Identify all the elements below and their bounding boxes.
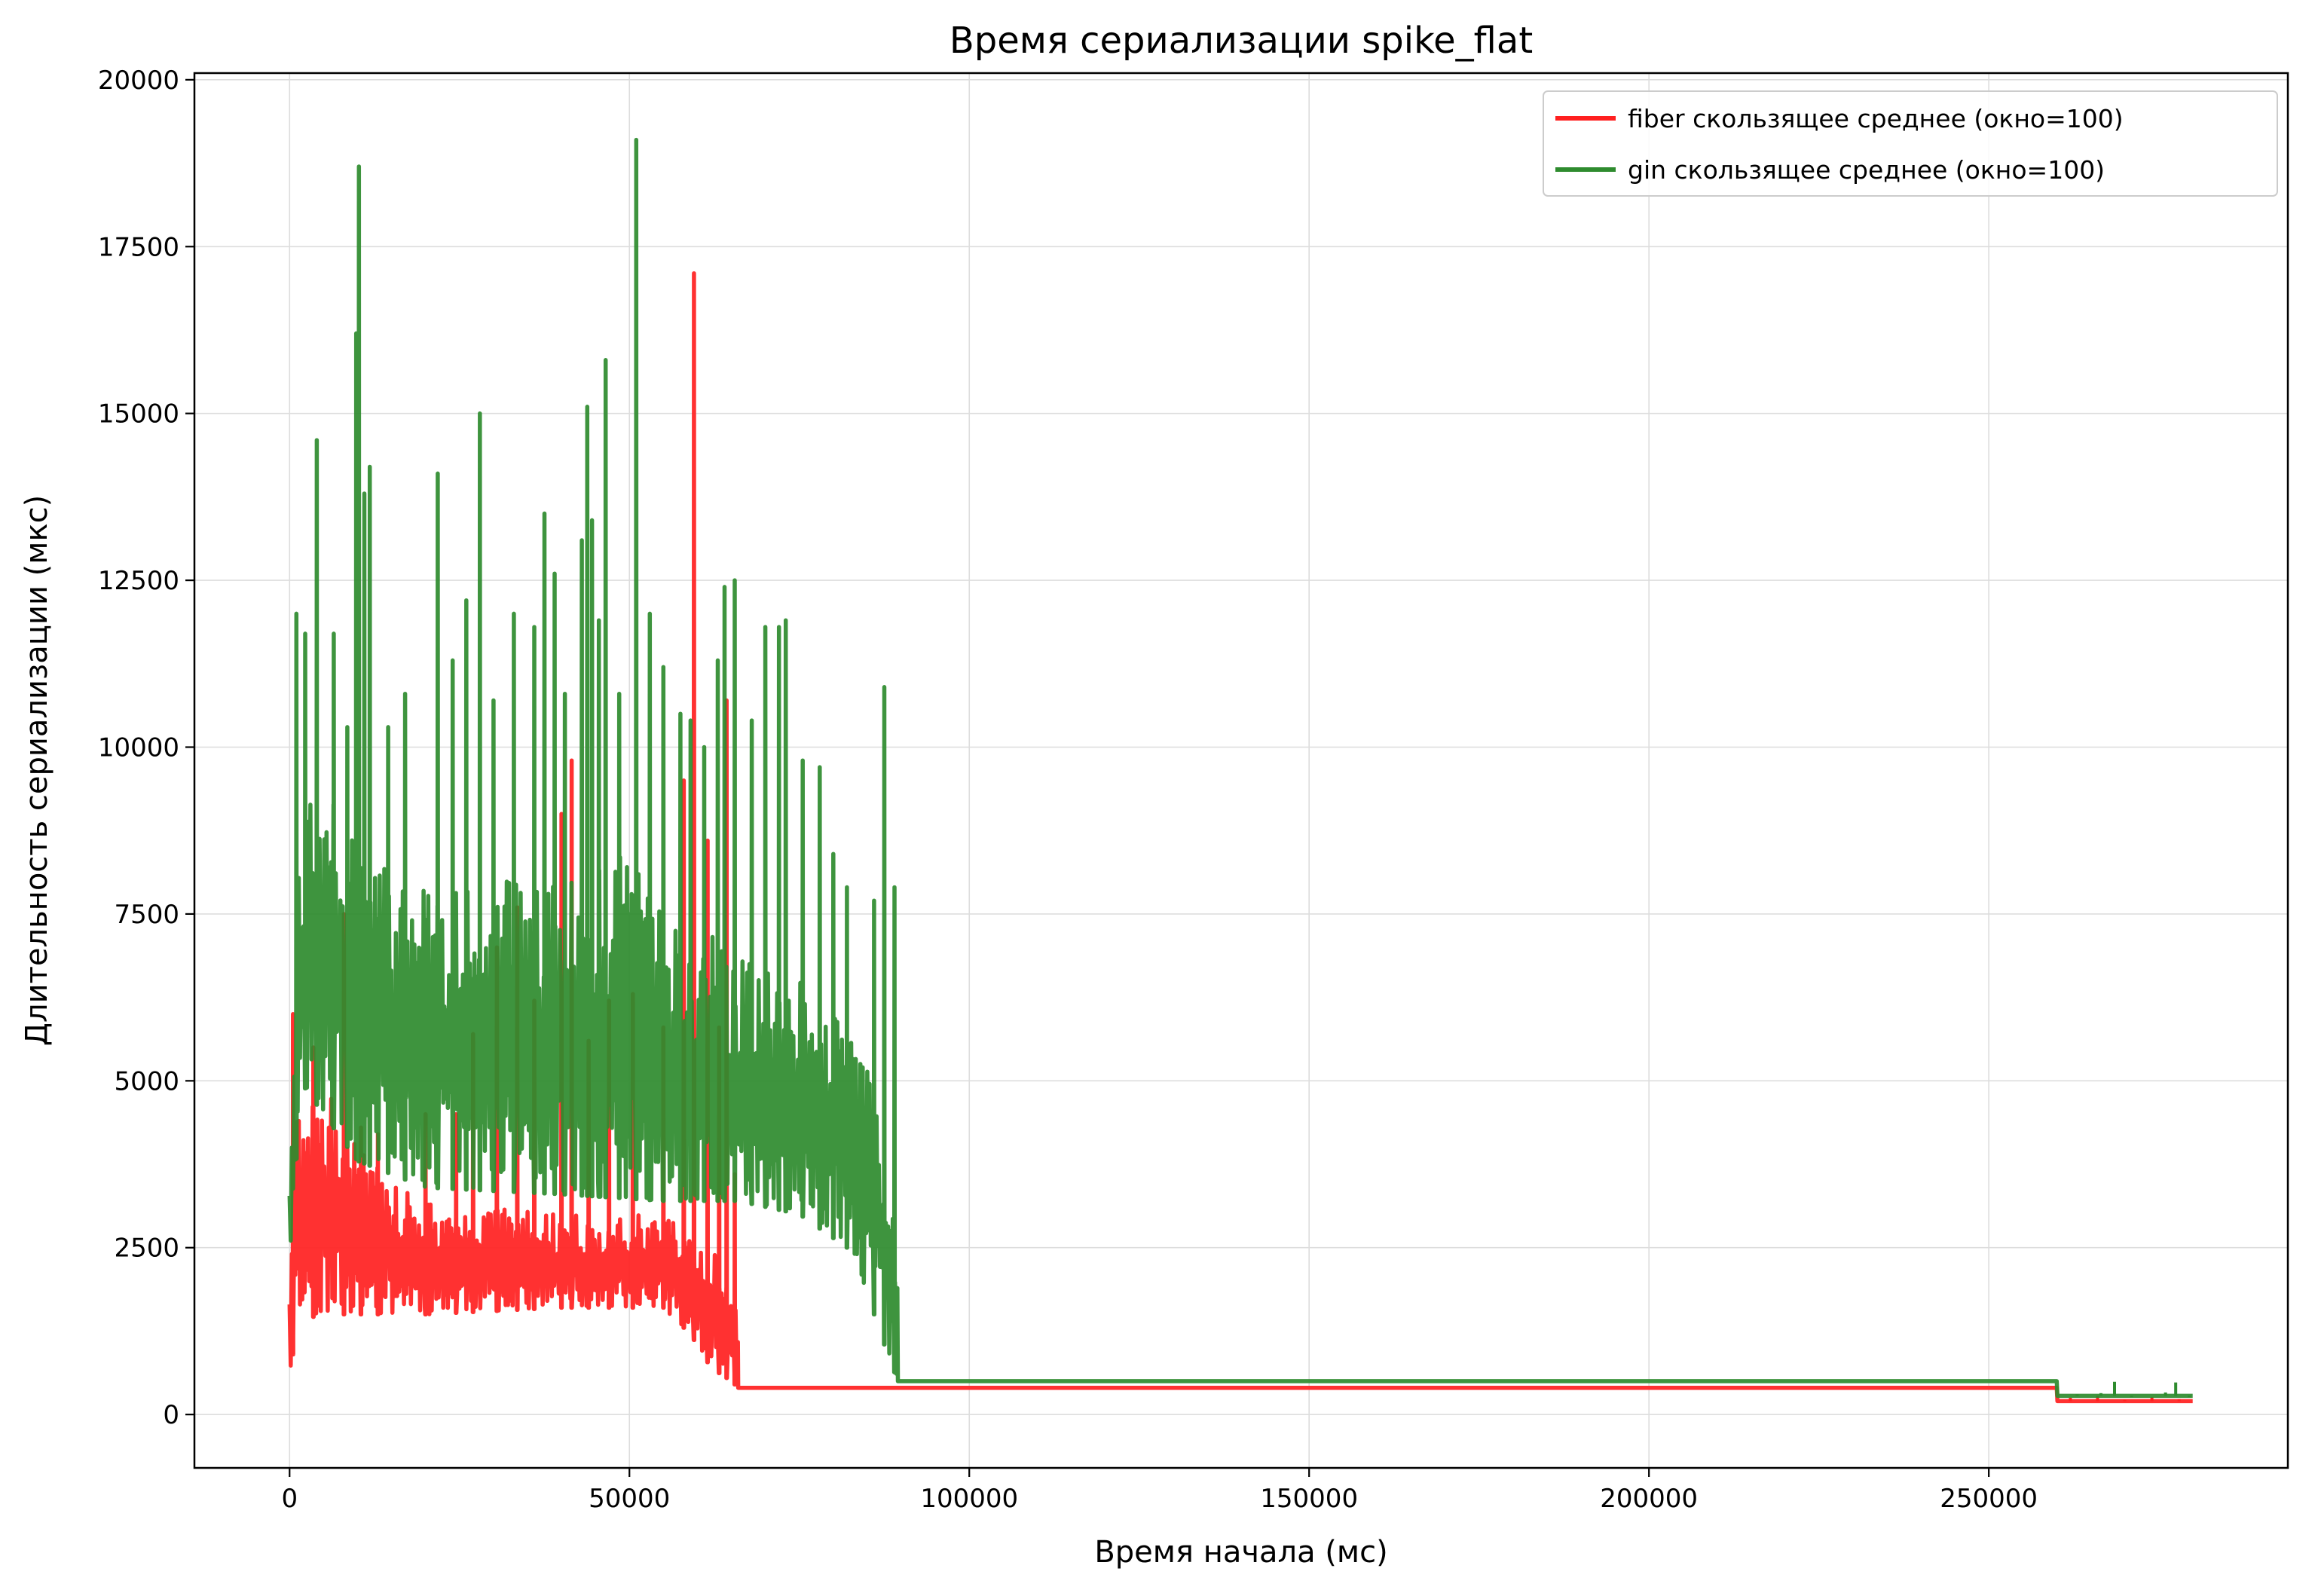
y-tick-label: 15000: [98, 399, 179, 430]
x-tick-label: 150000: [1260, 1484, 1358, 1514]
y-tick-label: 2500: [114, 1234, 179, 1264]
chart-title: Время сериализации spike_flat: [950, 20, 1533, 62]
x-tick-label: 50000: [589, 1484, 670, 1514]
y-tick-label: 12500: [98, 566, 179, 596]
y-tick-label: 5000: [114, 1066, 179, 1096]
x-tick-label: 100000: [920, 1484, 1018, 1514]
plot-area: [287, 137, 2193, 1404]
ticks: 0 50000 100000 150000 200000 250000 0 2500 5000 7…: [98, 66, 2038, 1514]
x-tick-label: 0: [281, 1484, 298, 1514]
x-tick-label: 200000: [1600, 1484, 1698, 1514]
legend-label-fiber: fiber скользящее среднее (окно=100): [1628, 104, 2124, 133]
legend: fiber скользящее среднее (окно=100) gin …: [1543, 90, 2278, 197]
y-tick-label: 10000: [98, 733, 179, 763]
axes-frame: [193, 72, 2289, 1469]
series-line-fiber: [287, 271, 2193, 1404]
x-tick-label: 250000: [1940, 1484, 2038, 1514]
y-tick-label: 20000: [98, 66, 179, 96]
y-tick-label: 7500: [114, 900, 179, 930]
y-tick-label: 0: [163, 1400, 179, 1430]
series-line-gin: [287, 137, 2193, 1399]
legend-label-gin: gin скользящее среднее (окно=100): [1628, 155, 2105, 185]
legend-box: [1543, 90, 2278, 197]
y-tick-label: 17500: [98, 232, 179, 262]
y-axis-label: Длительность сериализации (мкс): [20, 495, 54, 1046]
x-axis-label: Время начала (мс): [1094, 1535, 1387, 1570]
